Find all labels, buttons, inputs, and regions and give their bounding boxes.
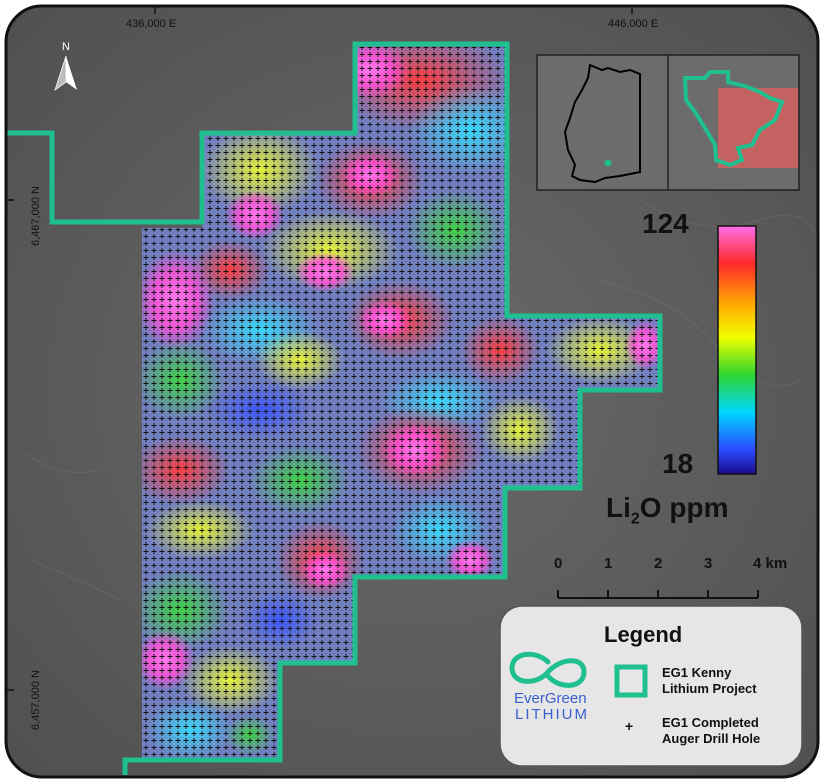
scale-tick-1: 1 xyxy=(604,555,613,572)
legend-title: Legend xyxy=(604,622,683,647)
colorbar-min-label: 18 xyxy=(662,448,694,479)
easting-label-2: 446,000 E xyxy=(608,18,659,30)
legend-item-drill-line1: EG1 Completed xyxy=(662,715,759,730)
colorbar-max-label: 124 xyxy=(642,208,689,239)
scale-tick-4: 4 km xyxy=(753,555,788,572)
scale-bar xyxy=(557,590,759,599)
legend-drill-symbol: + xyxy=(625,718,634,734)
logo-text-lithium: LITHIUM xyxy=(515,706,589,723)
legend-box xyxy=(499,605,803,767)
western-australia-outline xyxy=(563,63,641,184)
scale-tick-3: 3 xyxy=(704,555,713,572)
legend-item-project-line1: EG1 Kenny xyxy=(662,665,732,680)
location-inset xyxy=(536,54,800,191)
project-location-dot xyxy=(604,159,612,167)
logo-text-evergreen: EverGreen xyxy=(514,690,587,707)
evergreen-logo-icon xyxy=(509,651,587,688)
kenny-project-boundary xyxy=(6,41,663,775)
svg-text:N: N xyxy=(62,41,70,53)
project-boundary-swatch xyxy=(614,664,648,698)
colorbar-unit-label: Li2O ppm xyxy=(606,492,729,528)
northing-label-2: 6,457,000 N xyxy=(30,670,42,730)
north-arrow-icon: N xyxy=(54,41,77,92)
colorbar xyxy=(717,225,757,475)
inset-project-boundary xyxy=(682,70,785,168)
northing-label-1: 6,467,000 N xyxy=(30,186,42,246)
scale-tick-2: 2 xyxy=(654,555,663,572)
easting-label-1: 436,000 E xyxy=(126,18,177,30)
scale-tick-0: 0 xyxy=(554,555,563,572)
legend-item-project-line2: Lithium Project xyxy=(662,681,757,696)
legend-item-drill-line2: Auger Drill Hole xyxy=(662,731,761,746)
